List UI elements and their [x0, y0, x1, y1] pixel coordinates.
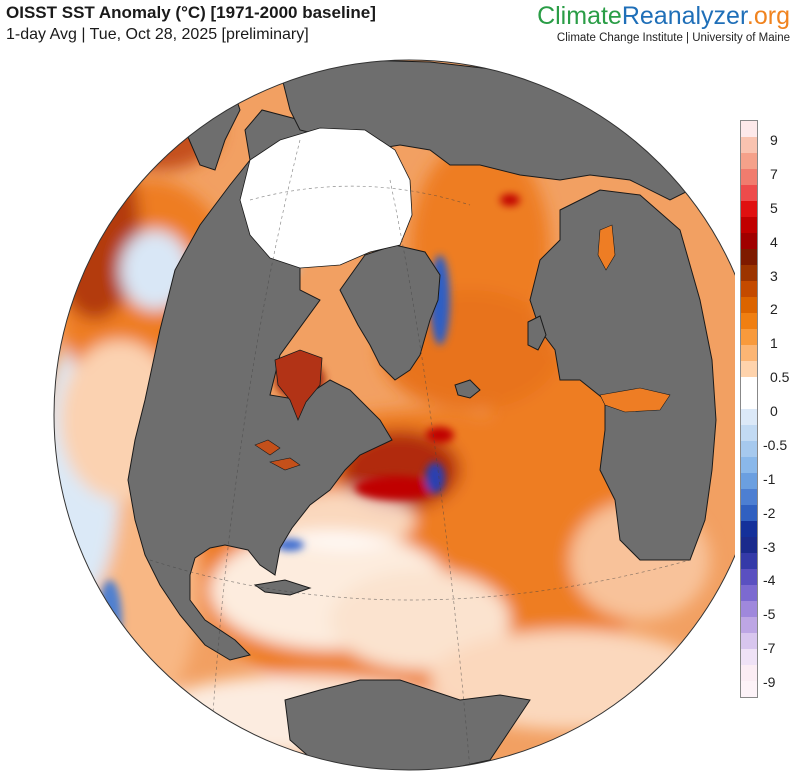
globe-map [53, 59, 735, 771]
colorbar-segment [741, 681, 757, 697]
colorbar-segment [741, 633, 757, 649]
brand-credit: Climate Change Institute | University of… [556, 32, 790, 44]
brand-block: ClimateReanalyzer.org Climate Change Ins… [530, 1, 790, 44]
map-subtitle: 1-day Avg | Tue, Oct 28, 2025 [prelimina… [6, 26, 309, 43]
great-lakes [254, 439, 301, 471]
colorbar-segment [741, 297, 757, 313]
colorbar-segment [741, 617, 757, 633]
land-south-america [284, 679, 531, 770]
colorbar-segment [741, 665, 757, 681]
colorbar-segment [741, 265, 757, 281]
colorbar-segment [741, 201, 757, 217]
baltic-sea [597, 224, 616, 271]
colorbar-segment [741, 345, 757, 361]
land-cuba [253, 579, 312, 596]
colorbar-segment [741, 409, 757, 425]
colorbar-tick-label: 0 [770, 403, 778, 419]
colorbar-tick-label: 2 [770, 301, 778, 318]
colorbar-tick-label: -7 [763, 640, 776, 657]
colorbar-tick-label: 3 [770, 267, 778, 284]
arctic-sea-ice [239, 127, 413, 269]
mediterranean-sea [599, 387, 671, 413]
colorbar-segment [741, 649, 757, 665]
colorbar-tick-label: 4 [770, 233, 778, 250]
brand-logo-org: .org [746, 2, 790, 30]
colorbar-segment [741, 249, 757, 265]
colorbar-tick-label: -5 [763, 606, 776, 623]
colorbar-segment [741, 601, 757, 617]
colorbar-segment [741, 473, 757, 489]
colorbar-segment [741, 361, 757, 377]
colorbar-segment [741, 457, 757, 473]
land-greenland [339, 244, 441, 381]
colorbar-segment [741, 153, 757, 169]
colorbar-tick-label: -4 [763, 572, 776, 589]
colorbar-segment [741, 585, 757, 601]
colorbar-segment [741, 281, 757, 297]
land-masses [127, 60, 717, 770]
colorbar-segment [741, 521, 757, 537]
colorbar-segment [741, 553, 757, 569]
colorbar [740, 120, 758, 698]
colorbar-segment [741, 505, 757, 521]
globe-outline [53, 59, 735, 771]
colorbar-tick-label: -2 [763, 504, 776, 521]
map-title: OISST SST Anomaly (°C) [1971-2000 baseli… [6, 3, 376, 22]
colorbar-segment [741, 393, 757, 409]
colorbar-segment [741, 569, 757, 585]
colorbar-tick-label: 1 [770, 335, 778, 352]
colorbar-segment [741, 137, 757, 153]
colorbar-tick-label: -3 [763, 538, 776, 555]
brand-logo[interactable]: ClimateReanalyzer.org [530, 1, 790, 31]
colorbar-tick-label: -1 [763, 470, 776, 487]
colorbar-tick-label: 0.5 [770, 369, 790, 386]
colorbar-tick-label: -9 [763, 674, 776, 690]
colorbar-segment [741, 313, 757, 329]
colorbar-segment [741, 217, 757, 233]
colorbar-segment [741, 329, 757, 345]
colorbar-segment [741, 537, 757, 553]
brand-logo-reanalyzer: Reanalyzer [621, 2, 747, 30]
colorbar-segment [741, 121, 757, 137]
brand-logo-climate: Climate [537, 2, 622, 30]
graticule-lines [149, 139, 691, 770]
colorbar-segment [741, 169, 757, 185]
colorbar-segment [741, 441, 757, 457]
colorbar-segment [741, 233, 757, 249]
colorbar-tick-label: 5 [770, 199, 778, 216]
colorbar-segment [741, 377, 757, 393]
colorbar-tick-label: -0.5 [763, 436, 788, 453]
colorbar-tick-label: 9 [770, 132, 778, 148]
colorbar-segment [741, 489, 757, 505]
colorbar-segment [741, 185, 757, 201]
land-iceland [454, 379, 481, 399]
colorbar-tick-label: 7 [770, 165, 778, 182]
land-british-isles [527, 315, 547, 351]
colorbar-segment [741, 425, 757, 441]
hudson-bay [274, 349, 323, 422]
